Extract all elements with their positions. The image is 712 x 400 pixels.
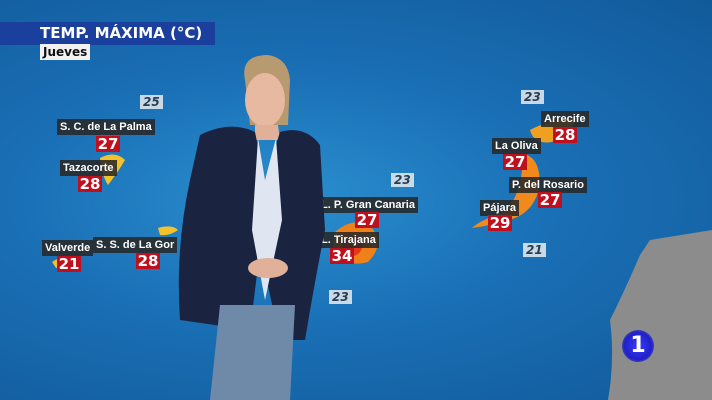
city-name: La Oliva <box>492 138 541 154</box>
presenter <box>178 55 325 400</box>
sea-temp: 23 <box>329 290 352 304</box>
island-la-gomera <box>158 226 178 236</box>
city-name: S. S. de La Gor <box>93 237 178 253</box>
city-temp: 27 <box>538 191 562 209</box>
city-name: L. P. Gran Canaria <box>318 197 418 213</box>
sea-temp: 25 <box>140 95 163 109</box>
city-temp: 21 <box>57 255 81 273</box>
city-name: L. Tirajana <box>318 232 379 248</box>
africa-coast <box>608 230 712 400</box>
city-name: P. del Rosario <box>509 177 587 193</box>
sea-temp: 21 <box>523 243 546 257</box>
city-temp: 28 <box>136 252 160 270</box>
city-name: Tazacorte <box>60 160 117 176</box>
channel-logo: 1 <box>622 330 654 362</box>
city-temp: 29 <box>488 214 512 232</box>
sea-temp: 23 <box>391 173 414 187</box>
island-fuerteventura <box>472 155 540 228</box>
city-name: Arrecife <box>541 111 589 127</box>
city-temp: 27 <box>503 153 527 171</box>
city-temp: 27 <box>355 211 379 229</box>
day-label: Jueves <box>40 44 91 60</box>
city-name: S. C. de La Palma <box>57 119 155 135</box>
city-name: Valverde <box>42 240 94 256</box>
map-title: TEMP. MÁXIMA (°C) <box>0 22 215 45</box>
sea-temp: 23 <box>521 90 544 104</box>
city-temp: 34 <box>330 247 354 265</box>
city-temp: 28 <box>78 175 102 193</box>
city-temp: 27 <box>96 135 120 153</box>
city-temp: 28 <box>553 126 577 144</box>
city-name: Pájara <box>480 200 520 216</box>
